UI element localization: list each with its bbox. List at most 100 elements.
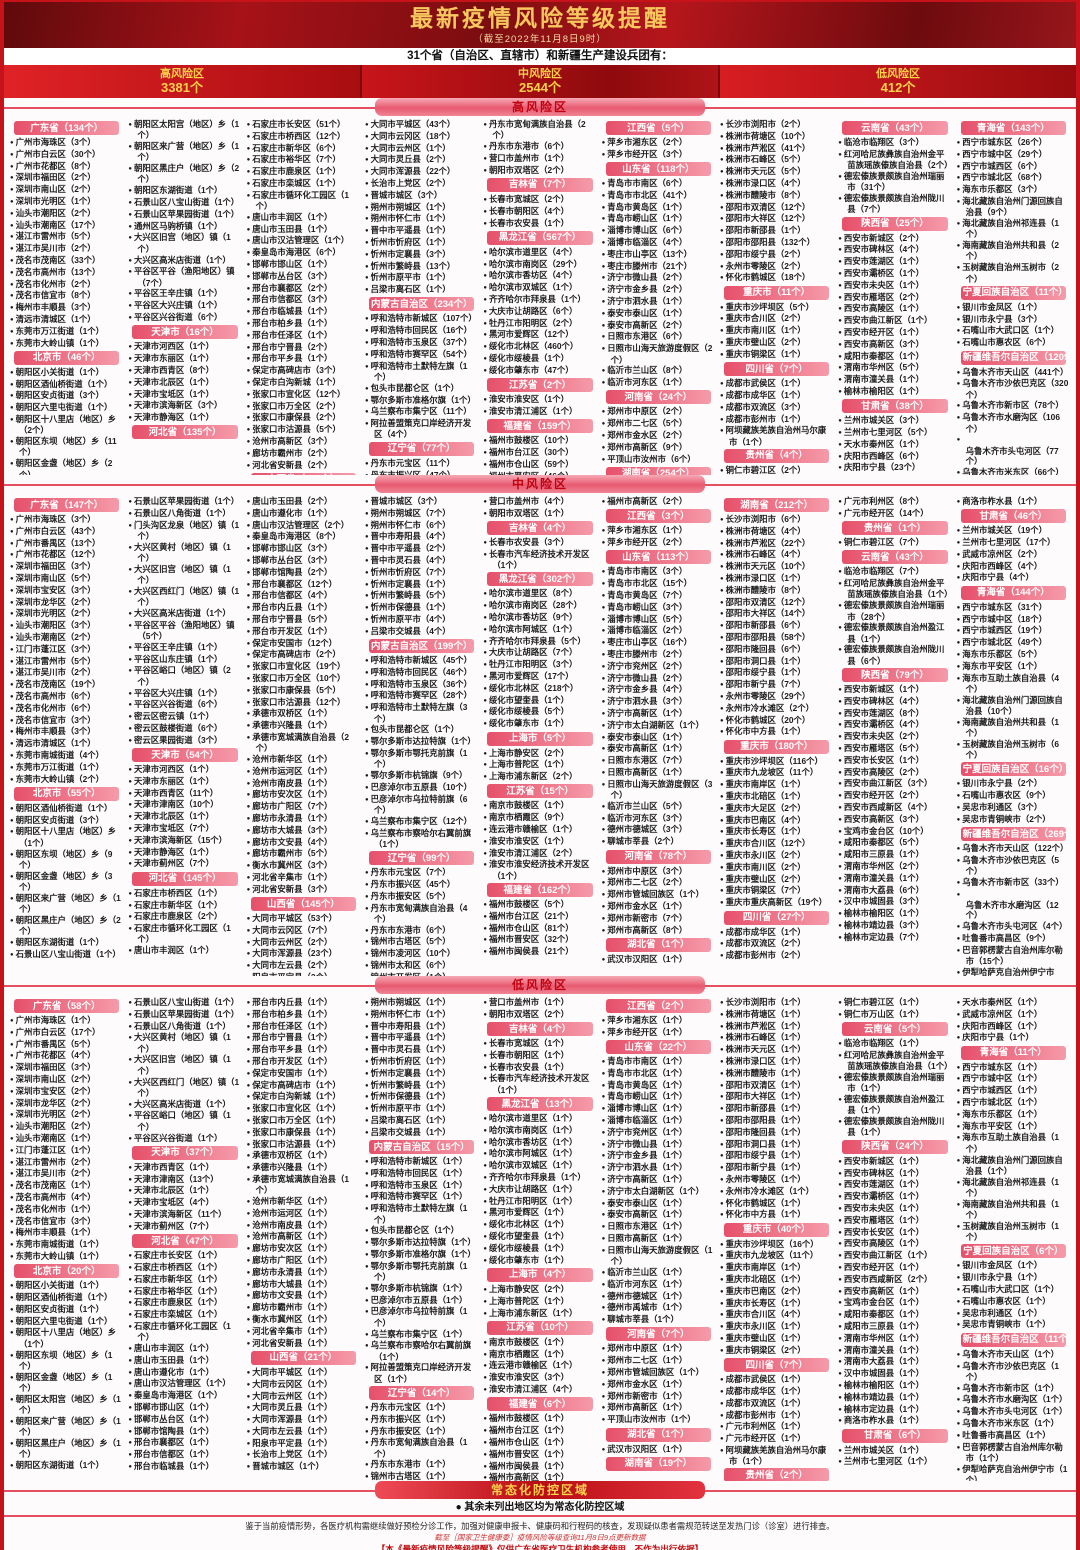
bullet-icon: ●: [719, 1094, 724, 1101]
risk-area-entry: ● 绥化市绥棱县（5个）: [483, 706, 569, 717]
bullet-icon: ●: [128, 861, 132, 868]
risk-area-entry: ● 忻州市定襄县（3个）: [364, 248, 451, 259]
risk-area-entry: ● 成都市成华区（1个）: [719, 926, 806, 937]
risk-area-entry: ● 德宏傣族景颇族自治州瑞丽市（28个）: [838, 600, 945, 622]
risk-area-entry: ● 巴彦淖尔市五原县（10个）: [364, 781, 473, 792]
bullet-icon: ●: [956, 1397, 961, 1404]
risk-area-entry: ● 淮安市清江浦区（4个）: [483, 1384, 578, 1395]
risk-area-entry: ● 朝阳区来广营（地区）乡（1个）: [10, 892, 121, 914]
risk-area-entry: ● 朝阳区东湖街道（1个）: [10, 1459, 105, 1470]
risk-area-entry: ● 日照市东港区（6个）: [601, 331, 688, 342]
bullet-icon: ●: [10, 682, 14, 689]
risk-area-entry: ● 宝鸡市金台区（10个）: [838, 825, 929, 836]
risk-area-entry: ● 青岛市市南区（3个）: [601, 566, 688, 577]
risk-area-entry: ● 天津市静海区（1个）: [128, 846, 214, 857]
footer-note-guidance: 鉴于当前疫情形势，各医疗机构需继续做好预检分诊工作，加强对健康申报卡、健康码和行…: [245, 1521, 835, 1531]
risk-area-entry: ● 乌兰察布市察哈尔右翼前旗（1个）: [364, 827, 472, 849]
risk-area-entry: ● 深圳市龙华区（2个）: [10, 596, 96, 607]
province-header: 内蒙古自治区（15个）: [368, 1140, 475, 1155]
bullet-icon: ●: [364, 1070, 369, 1077]
bullet-icon: ●: [246, 356, 251, 363]
risk-area-entry: ● 怀化市中方县（1个）: [719, 726, 806, 737]
bullet-icon: ●: [956, 1322, 961, 1329]
province-header: 甘肃省（6个）: [842, 1428, 948, 1443]
risk-area-entry: ● 枣庄市山亭区（13个）: [601, 248, 692, 259]
risk-area-entry: ● 郑州市管城回族区（1个）: [601, 1367, 705, 1378]
province-header: 河北省（145个）: [132, 871, 238, 886]
bullet-icon: ●: [956, 140, 961, 146]
risk-area-entry: ● 湛江市雷州市（2个）: [10, 1156, 96, 1167]
risk-area-entry: ● 大同市云州区（1个）: [364, 142, 451, 153]
bullet-icon: ●: [364, 727, 369, 734]
risk-area-entry: ● 平谷区王辛庄镇（1个）: [128, 288, 223, 299]
risk-area-entry: ● 郑州市新密市（1个）: [601, 1390, 688, 1401]
bullet-icon: ●: [128, 737, 132, 744]
risk-area-entry: ● 青岛市市南区（1个）: [601, 1056, 688, 1067]
risk-area-entry: ● 重庆市璧山区（2个）: [719, 337, 806, 348]
risk-area-entry: ● 哈尔滨市道里区（1个）: [483, 1113, 578, 1124]
bullet-icon: ●: [128, 1323, 132, 1330]
bullet-icon: ●: [483, 1127, 487, 1134]
bullet-icon: ●: [838, 282, 842, 289]
bullet-icon: ●: [364, 581, 369, 588]
risk-area-entry: ● 鄂尔多斯市鄂托克前旗（1个）: [364, 1260, 468, 1283]
province-header: 甘肃省（46个）: [960, 509, 1066, 524]
bullet-icon: ●: [246, 1393, 251, 1400]
bullet-icon: ●: [601, 151, 606, 158]
bullet-icon: ●: [719, 729, 724, 736]
risk-area-entry: ● 阿拉善盟策克口岸经济开发区（1个）: [364, 1362, 472, 1384]
risk-area-entry: ● 日照市山海天旅游度假区（1个）: [601, 1244, 713, 1267]
risk-area-entry: ● 临沂市河东区（3个）: [601, 812, 688, 823]
bullet-icon: ●: [246, 711, 251, 718]
risk-area-entry: ● 承德市宽城满族自治县（2个）: [246, 731, 350, 754]
bullet-icon: ●: [10, 246, 14, 253]
bullet-icon: ●: [956, 328, 961, 335]
bullet-icon: ●: [364, 830, 369, 837]
risk-area-entry: ● 天津市蓟州区（7个）: [128, 1220, 214, 1231]
bullet-icon: ●: [246, 1082, 251, 1089]
bullet-icon: ●: [956, 924, 961, 931]
bullet-icon: ●: [838, 1170, 842, 1177]
bullet-icon: ●: [719, 1106, 724, 1113]
bullet-icon: ●: [956, 221, 961, 228]
bullet-icon: ●: [838, 875, 842, 882]
risk-area-entry: ● 保定市高碑店市（1个）: [246, 1079, 341, 1090]
bullet-icon: ●: [364, 421, 369, 428]
bullet-icon: ●: [956, 1011, 961, 1018]
province-header: 陕西省（79个）: [842, 668, 948, 683]
bullet-icon: ●: [601, 710, 606, 717]
bullet-icon: ●: [246, 804, 251, 811]
bullet-icon: ●: [10, 658, 14, 665]
risk-area-entry: ● 大兴区旧宫（地区）镇（1个）: [128, 232, 231, 254]
bullet-icon: ●: [128, 826, 132, 833]
bullet-icon: ●: [483, 332, 487, 339]
bullet-icon: ●: [10, 461, 14, 468]
risk-area-entry: ● 天津市津南区（13个）: [128, 1173, 219, 1184]
risk-area-entry: ● 茂名市化州市（1个）: [10, 1203, 96, 1214]
risk-area-entry: ● 成都市成华区（1个）: [719, 389, 806, 400]
bullet-icon: ●: [128, 1264, 132, 1271]
risk-area-entry: ● 天津市河西区（1个）: [128, 764, 214, 775]
bullet-icon: ●: [246, 1011, 251, 1018]
risk-area-entry: ● 朝阳市双塔区（1个）: [483, 507, 569, 518]
bullet-icon: ●: [128, 1276, 132, 1283]
bullet-icon: ●: [128, 1253, 132, 1260]
risk-area-entry: ● 泰安市高新区（1个）: [601, 1209, 688, 1220]
bullet-icon: ●: [483, 1451, 487, 1458]
risk-area-entry: ● 忻州市保德县（1个）: [364, 602, 451, 613]
risk-area-entry: ● 邢台市宁晋县（2个）: [246, 341, 333, 352]
risk-area-entry: ● 日照市山海天旅游度假区（3个）: [601, 778, 713, 801]
risk-area-entry: ● 朝阳区十八里店（地区）乡（1个）: [10, 1327, 117, 1349]
risk-area-entry: ● 郑州市金水区（1个）: [601, 1378, 688, 1389]
risk-area-entry: ● 福州市鼓楼区（1个）: [483, 1413, 569, 1424]
risk-area-entry: ● 上海市普陀区（1个）: [483, 1295, 569, 1306]
summary-low-count: 412个: [880, 80, 916, 95]
bullet-icon: ●: [838, 722, 842, 729]
risk-area-entry: ● 西安市新城区（1个）: [838, 684, 924, 695]
bullet-icon: ●: [10, 729, 14, 736]
risk-area-entry: ● 银川市永宁县（1个）: [956, 1272, 1043, 1283]
risk-area-entry: ● 渭南市潼关县（1个）: [838, 872, 924, 883]
risk-area-entry: ● 株洲市芦淞区（1个）: [719, 1020, 806, 1031]
risk-area-entry: ● 淄博市博山区（5个）: [601, 613, 688, 624]
risk-area-entry: ● 海北藏族自治州门源回族自治县（9个）: [956, 195, 1063, 218]
